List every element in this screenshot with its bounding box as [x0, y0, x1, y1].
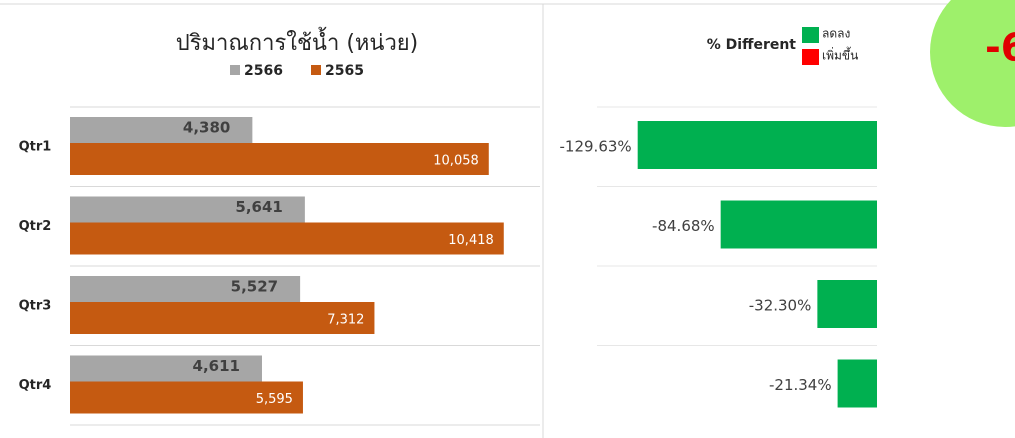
bar — [70, 196, 305, 223]
legend-label: 2565 — [325, 63, 364, 79]
category-label: Qtr3 — [19, 299, 52, 314]
legend-swatch — [802, 27, 819, 43]
value-label: 5,595 — [256, 392, 293, 407]
value-label: -32.30% — [749, 297, 812, 315]
value-label: 5,641 — [235, 198, 282, 216]
legend-label: ลดลง — [822, 27, 850, 41]
bar — [70, 117, 253, 143]
legend-label: เพิ่มขึ้น — [822, 47, 858, 63]
category-label: Qtr2 — [19, 219, 52, 234]
value-label: 4,380 — [183, 119, 230, 137]
bar — [70, 355, 262, 382]
value-label: -129.63% — [560, 138, 632, 156]
value-label: -84.68% — [652, 217, 715, 235]
legend-swatch — [802, 49, 819, 65]
category-label: Qtr1 — [19, 140, 52, 155]
bar — [637, 121, 877, 169]
legend-swatch — [311, 65, 321, 75]
bar — [817, 280, 877, 328]
bar — [70, 222, 504, 255]
bar — [70, 276, 301, 302]
value-label: 5,527 — [231, 278, 278, 296]
bar — [70, 381, 303, 414]
badge-circle — [930, 0, 1015, 127]
chart-title: % Different — [707, 37, 797, 53]
bar — [837, 359, 877, 408]
bar — [720, 200, 877, 249]
legend-swatch — [230, 65, 240, 75]
value-label: 10,058 — [433, 154, 479, 169]
value-label: 7,312 — [327, 313, 364, 328]
legend-label: 2566 — [244, 63, 283, 79]
value-label: 10,418 — [448, 233, 494, 248]
value-label: 4,611 — [193, 357, 240, 375]
badge-text: -6 — [985, 26, 1015, 70]
bar — [70, 143, 489, 175]
bar — [70, 302, 375, 334]
value-label: -21.34% — [769, 376, 832, 394]
category-label: Qtr4 — [19, 378, 52, 393]
chart-title: ปริมาณการใช้น้ำ (หน่วย) — [176, 27, 419, 56]
